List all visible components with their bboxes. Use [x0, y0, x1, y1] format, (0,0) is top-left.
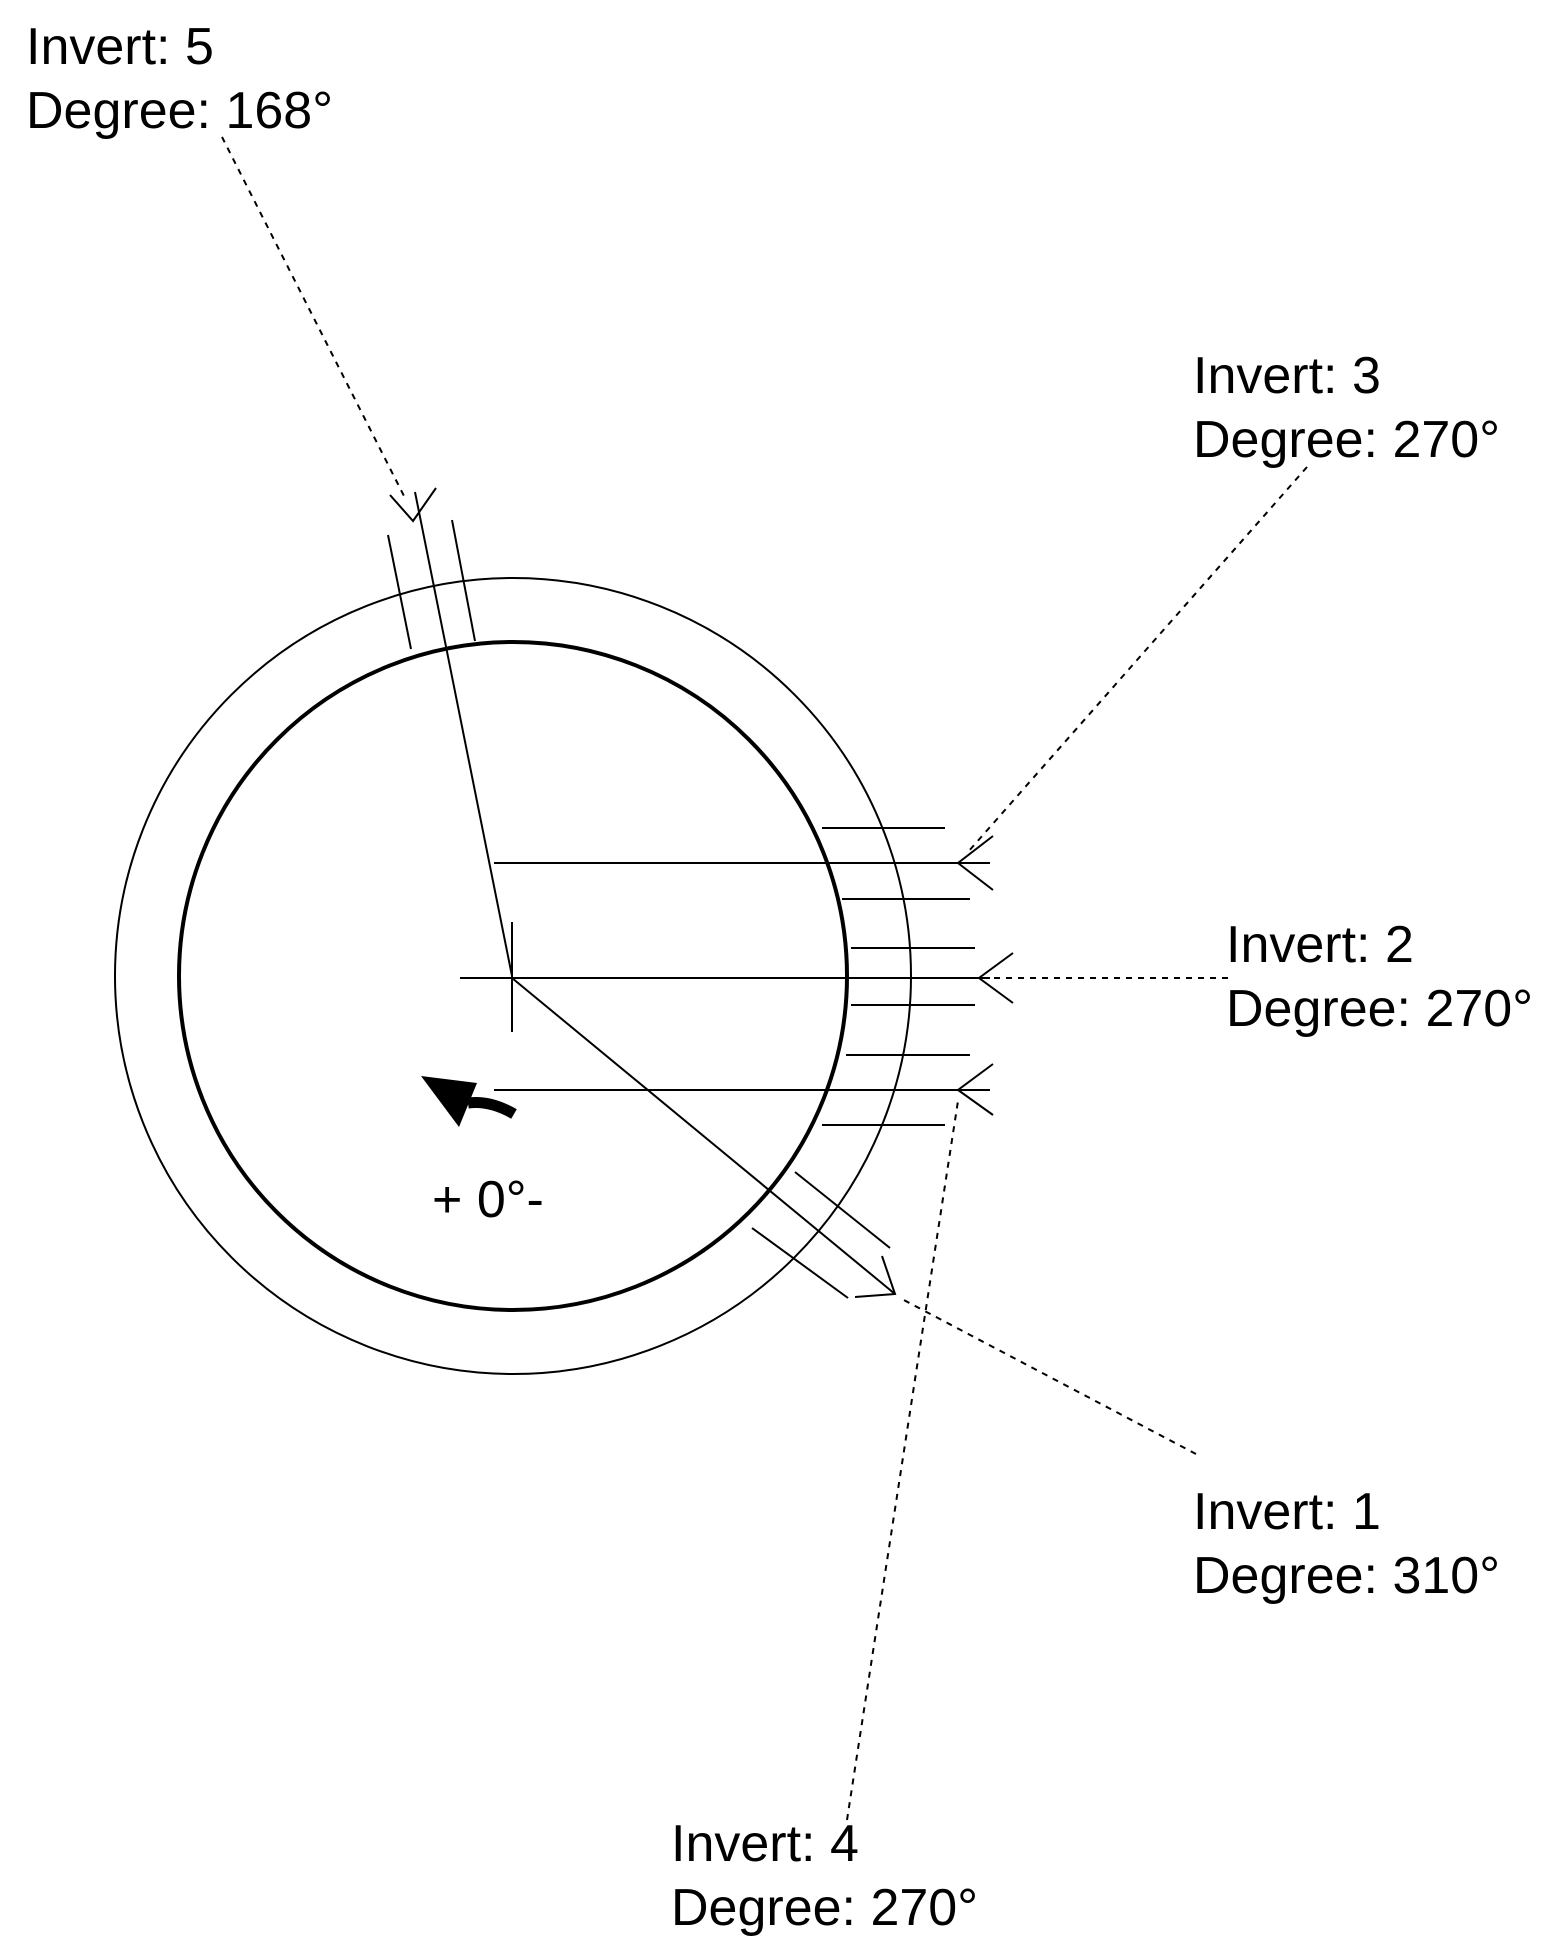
- invert-number: Invert: 1: [1193, 1483, 1381, 1541]
- outer-wall-circle: [114, 577, 912, 1375]
- leader-lines: [221, 136, 1308, 1821]
- invert-degree: Degree: 310°: [1193, 1547, 1500, 1605]
- flow-arrow-invert-1: [854, 1255, 897, 1298]
- leader-invert-3: [967, 466, 1308, 853]
- invert-degree: Degree: 168°: [26, 82, 333, 140]
- pipe-invert-5: [387, 487, 513, 977]
- flow-arrow-invert-4: [956, 1063, 994, 1116]
- label-invert-4: Invert: 4 Degree: 270°: [671, 1812, 978, 1940]
- rotation-arrow-icon: [421, 1076, 517, 1127]
- invert-number: Invert: 3: [1193, 347, 1381, 405]
- label-invert-1: Invert: 1 Degree: 310°: [1193, 1480, 1500, 1608]
- label-invert-2: Invert: 2 Degree: 270°: [1226, 913, 1533, 1041]
- invert-number: Invert: 4: [671, 1815, 859, 1873]
- pipe-invert-2: [512, 947, 1014, 1006]
- invert-degree: Degree: 270°: [1226, 980, 1533, 1038]
- invert-degree: Degree: 270°: [671, 1879, 978, 1937]
- inner-wall-circle: [177, 640, 849, 1312]
- pipe-invert-4: [494, 1054, 994, 1126]
- leader-invert-4: [846, 1100, 959, 1821]
- flow-arrow-invert-5: [389, 487, 437, 523]
- label-invert-5: Invert: 5 Degree: 168°: [26, 15, 333, 143]
- pipe-invert-3: [494, 827, 994, 900]
- pipe-invert-1: [511, 977, 897, 1299]
- flow-arrow-invert-3: [956, 835, 994, 891]
- leader-invert-1: [899, 1297, 1197, 1455]
- invert-number: Invert: 2: [1226, 916, 1414, 974]
- leader-invert-5: [221, 136, 406, 499]
- rotation-label: + 0°-: [432, 1171, 544, 1229]
- invert-degree: Degree: 270°: [1193, 411, 1500, 469]
- flow-arrow-invert-2: [977, 952, 1014, 1004]
- label-invert-3: Invert: 3 Degree: 270°: [1193, 344, 1500, 472]
- invert-number: Invert: 5: [26, 18, 214, 76]
